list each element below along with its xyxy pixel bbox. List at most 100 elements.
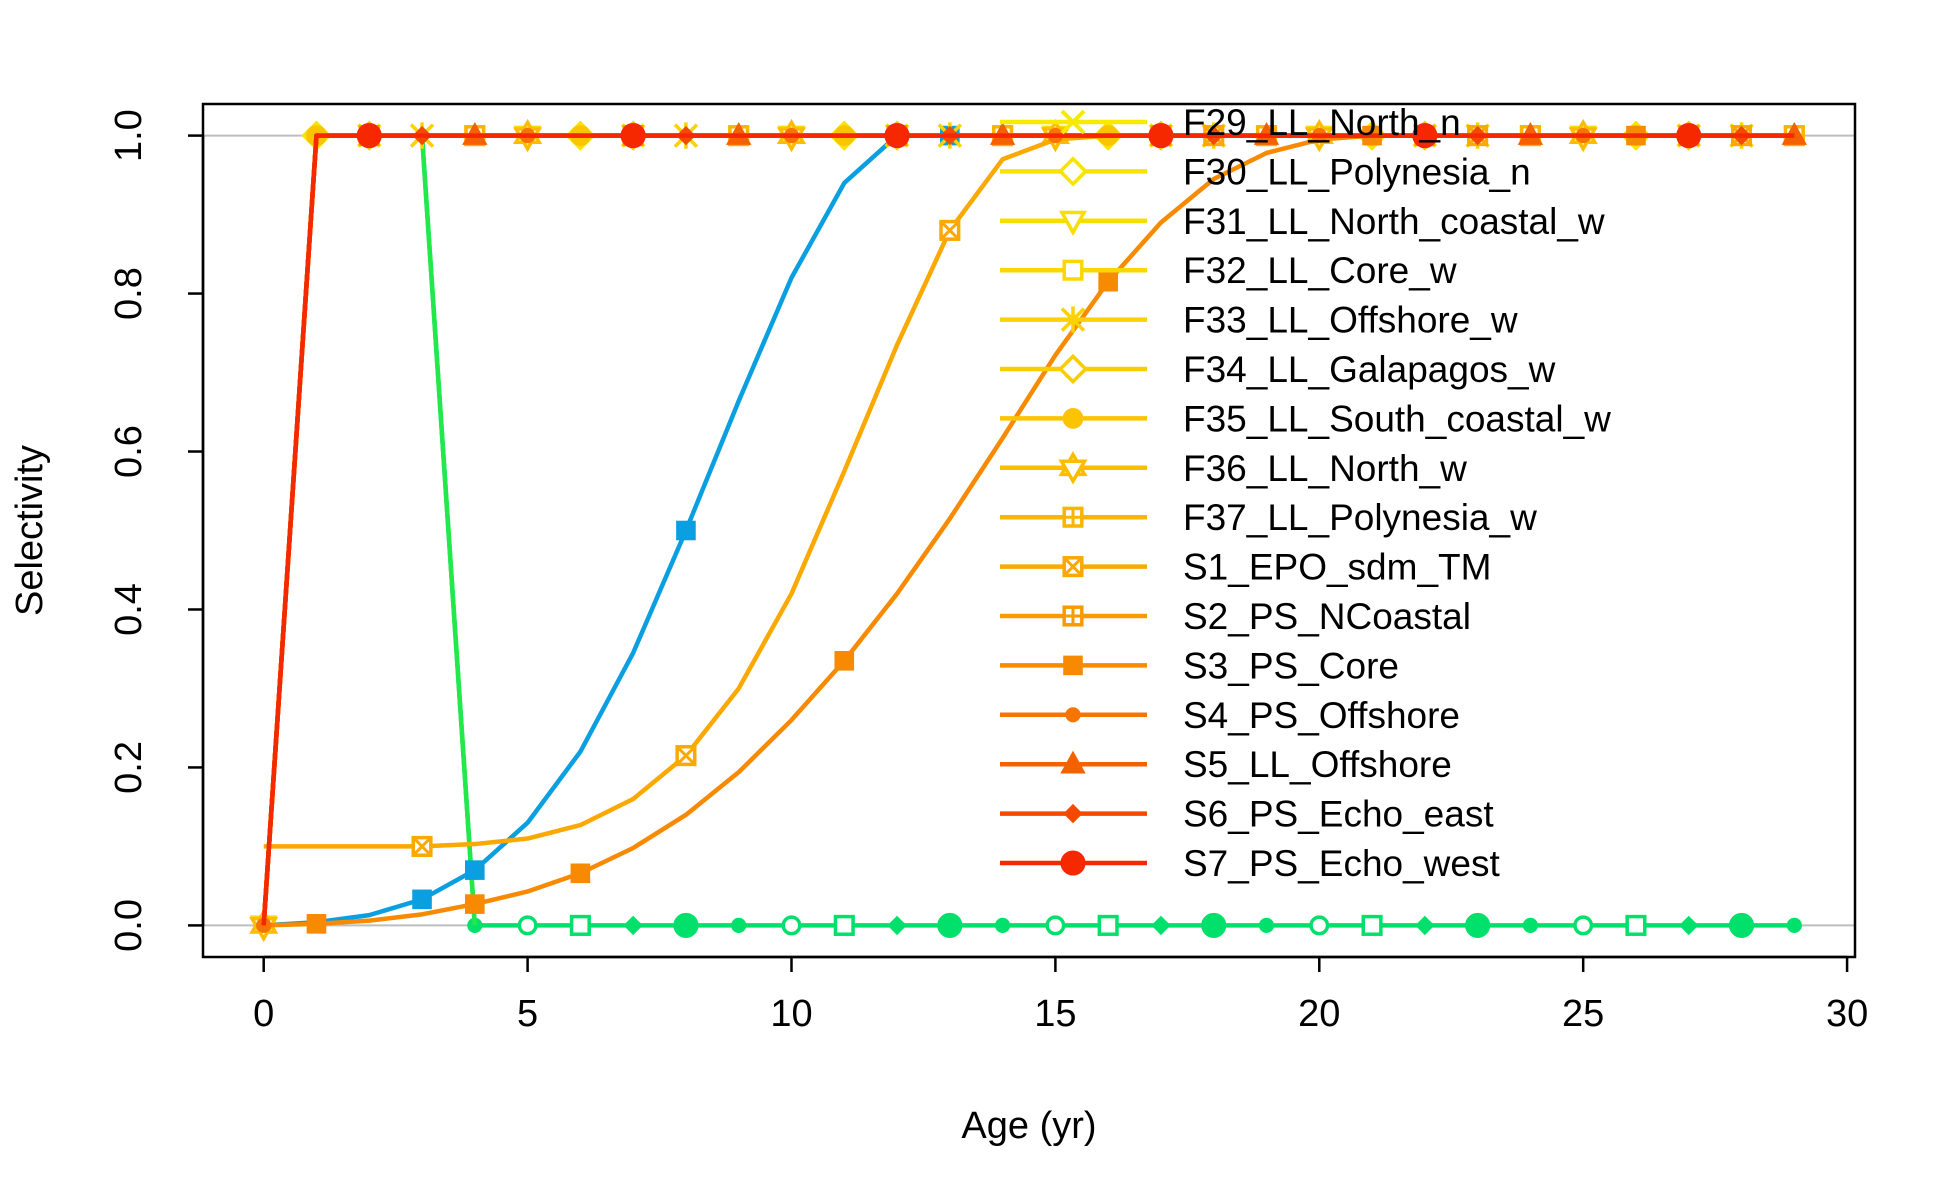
series-f36-ll-north-w [249,118,1795,943]
legend-swatch-marker [1057,156,1089,187]
data-point [623,915,643,936]
series-line-green-drop [261,133,478,926]
legend-item: S5_LL_Offshore [1000,744,1452,785]
data-point [781,915,802,936]
series-line-f36-ll-north-w [261,133,1795,926]
legend-item: F32_LL_Core_w [1000,250,1457,291]
series-line-s4-ps-offshore [261,133,1795,926]
series-s7-ps-echo-west [261,123,1795,926]
legend-item: S7_PS_Echo_west [1000,843,1500,884]
data-point [884,123,910,149]
data-point [569,914,591,936]
series-f32-ll-core-w [261,125,1805,926]
legend-item: S4_PS_Offshore [1000,695,1460,736]
legend-swatch-marker [1063,803,1083,824]
legend-item: F35_LL_South_coastal_w [1000,398,1611,439]
data-point [937,912,963,938]
data-point [731,917,747,934]
y-axis-title: Selectivity [9,445,51,616]
data-point [1097,914,1119,936]
data-point [1465,912,1491,938]
series-line-f35-ll-south-coastal-w [261,133,1795,926]
legend-item: S1_EPO_sdm_TM [1000,547,1491,588]
series-line-f32-ll-core-w [261,133,1795,926]
legend-item: F34_LL_Galapagos_w [1000,349,1556,390]
data-point [1522,917,1539,934]
data-point [675,745,697,767]
legend-label: F29_LL_North_n [1183,102,1461,143]
series-f29-ll-north-n [261,123,1795,926]
legend-label: F32_LL_Core_w [1183,250,1457,291]
y-tick-label: 0.0 [108,899,150,952]
data-point [570,863,591,884]
legend-label: F30_LL_Polynesia_n [1183,151,1531,192]
series-line-f37-ll-polynesia-w [261,133,1795,926]
data-point [1625,914,1647,936]
series-layer [249,118,1807,943]
data-point [1573,915,1594,936]
data-point [1415,915,1435,936]
series-line-blue [263,133,1795,928]
data-point [673,912,699,938]
legend-item: F31_LL_North_coastal_w [1000,201,1605,242]
series-green-drop [261,133,478,926]
data-point [620,123,646,149]
legend-swatch-marker [1062,605,1084,627]
data-point [1201,912,1227,938]
series-f34-ll-galapagos-w [261,120,1795,926]
data-point [1679,915,1699,936]
x-axis: 0 5 10 15 20 25 30 [253,955,1868,1035]
legend-label: S7_PS_Echo_west [1183,843,1500,884]
y-axis: 0.0 0.2 0.4 0.6 0.8 1.0 [108,109,205,952]
legend-item: F36_LL_North_w [1000,448,1467,489]
y-tick-label: 1.0 [108,109,150,162]
series-teal-zero [261,133,1802,938]
legend-label: S5_LL_Offshore [1183,744,1452,785]
legend-item: F37_LL_Polynesia_w [1000,497,1537,538]
y-tick-label: 0.6 [108,425,150,478]
series-s2-ps-ncoastal [261,125,1795,926]
plot-frame [201,102,1857,959]
x-tick-label: 5 [517,993,538,1035]
legend-swatch-marker [1058,451,1088,485]
series-f33-ll-offshore-w [261,122,1795,926]
legend-label: F34_LL_Galapagos_w [1183,349,1556,390]
data-point [1361,914,1383,936]
x-tick-label: 30 [1826,993,1868,1035]
legend-label: F31_LL_North_coastal_w [1183,201,1605,242]
legend-swatch-marker [1059,306,1087,333]
legend-swatch-marker [1062,506,1084,528]
series-f30-ll-polynesia-n [261,120,1795,926]
legend-label: S6_PS_Echo_east [1183,794,1494,835]
x-tick-label: 0 [253,993,274,1035]
x-tick-label: 25 [1562,993,1604,1035]
legend-swatch-marker [1062,556,1084,578]
legend-swatch-marker [1060,109,1086,135]
series-blue [263,125,1795,928]
legend-label: F37_LL_Polynesia_w [1183,497,1537,538]
data-point [412,889,432,910]
legend-item: F29_LL_North_n [1000,102,1461,143]
series-line-s7-ps-echo-west [261,133,1795,926]
x-tick-label: 15 [1034,993,1076,1035]
data-point [465,860,485,880]
series-line-s5-ll-offshore [261,133,1795,926]
legend: F29_LL_North_n F30_LL_Polynesia_n F31_LL_N… [1000,102,1611,884]
legend-label: S3_PS_Core [1183,645,1399,686]
series-line-f31-ll-north-coastal-w [261,133,1795,926]
series-line-s1-epo-sdm-tm [263,133,1795,849]
series-line-f29-ll-north-n [261,133,1795,926]
data-point [1098,271,1118,292]
legend-item: F33_LL_Offshore_w [1000,300,1518,341]
legend-item: S3_PS_Core [1000,645,1399,686]
legend-swatch-marker [1059,210,1087,236]
legend-swatch-marker [1062,408,1084,429]
legend-swatch-marker [1063,655,1083,676]
series-s6-ps-echo-east [261,125,1795,926]
series-line-f33-ll-offshore-w [261,133,1795,926]
legend-swatch-marker [1057,353,1089,385]
series-line-s2-ps-ncoastal [261,133,1795,926]
series-line-s3-ps-core [263,133,1795,928]
legend-label: F35_LL_South_coastal_w [1183,398,1611,439]
y-tick-label: 0.2 [108,741,150,794]
